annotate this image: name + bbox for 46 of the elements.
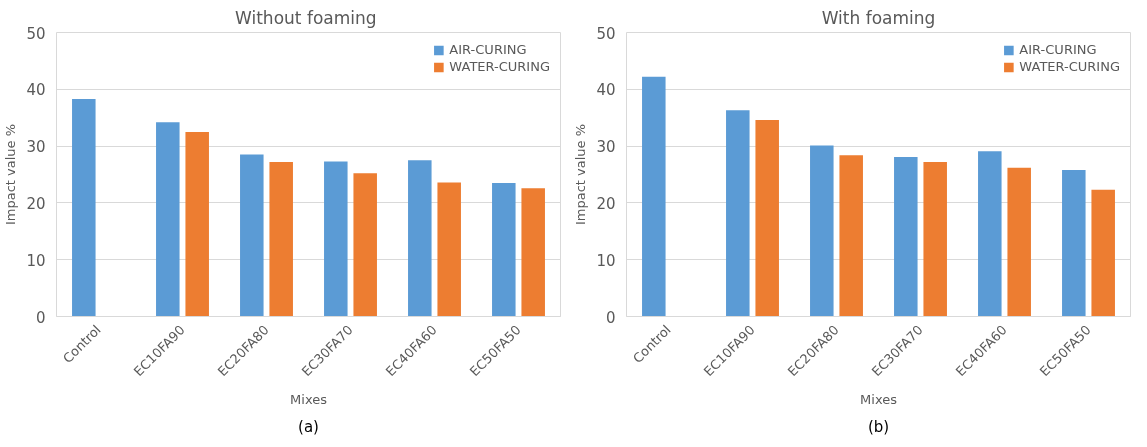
- chart-title: Without foaming: [235, 7, 377, 28]
- bar: [240, 154, 264, 317]
- text: (b): [867, 417, 890, 436]
- y-axis-title: Impact value %: [3, 123, 19, 226]
- y-tick-label: 10: [26, 251, 46, 270]
- bar: [810, 145, 834, 317]
- bar: [839, 155, 863, 317]
- y-axis-title: Impact value %: [573, 123, 589, 226]
- y-tick-label: 30: [26, 138, 46, 157]
- bar: [437, 182, 461, 317]
- bar: [72, 98, 96, 317]
- bar: [894, 156, 918, 317]
- bar: [1007, 167, 1031, 317]
- y-tick-label: 0: [605, 308, 616, 327]
- y-tick-label: 40: [26, 81, 46, 100]
- chart-title: With foaming: [821, 7, 936, 28]
- y-tick-label: 50: [26, 24, 46, 43]
- y-tick-label: 50: [596, 24, 616, 43]
- bar: [492, 183, 516, 317]
- bar: [156, 122, 180, 317]
- bar: [269, 162, 293, 317]
- bar: [755, 119, 779, 317]
- bar: [923, 162, 947, 317]
- legend-label: AIR-CURING: [1019, 42, 1097, 57]
- bar: [521, 188, 545, 317]
- bar: [353, 173, 377, 317]
- x-axis-title: Mixes: [860, 392, 898, 408]
- text: (a): [298, 417, 319, 436]
- x-axis-title: Mixes: [290, 392, 328, 408]
- bar: [1062, 169, 1086, 317]
- y-tick-label: 40: [596, 81, 616, 100]
- bar: [1091, 189, 1115, 317]
- bar: [978, 151, 1002, 317]
- y-tick-label: 30: [596, 138, 616, 157]
- bar: [408, 160, 432, 317]
- bar: [185, 131, 209, 317]
- y-tick-label: 0: [35, 308, 46, 327]
- legend-label: WATER-CURING: [1019, 59, 1120, 74]
- y-tick-label: 20: [596, 194, 616, 213]
- bar: [324, 161, 348, 317]
- y-tick-label: 10: [596, 251, 616, 270]
- bar: [726, 110, 750, 317]
- legend-label: AIR-CURING: [449, 42, 527, 57]
- bar: [642, 76, 666, 317]
- legend-label: WATER-CURING: [449, 59, 550, 74]
- y-tick-label: 20: [26, 194, 46, 213]
